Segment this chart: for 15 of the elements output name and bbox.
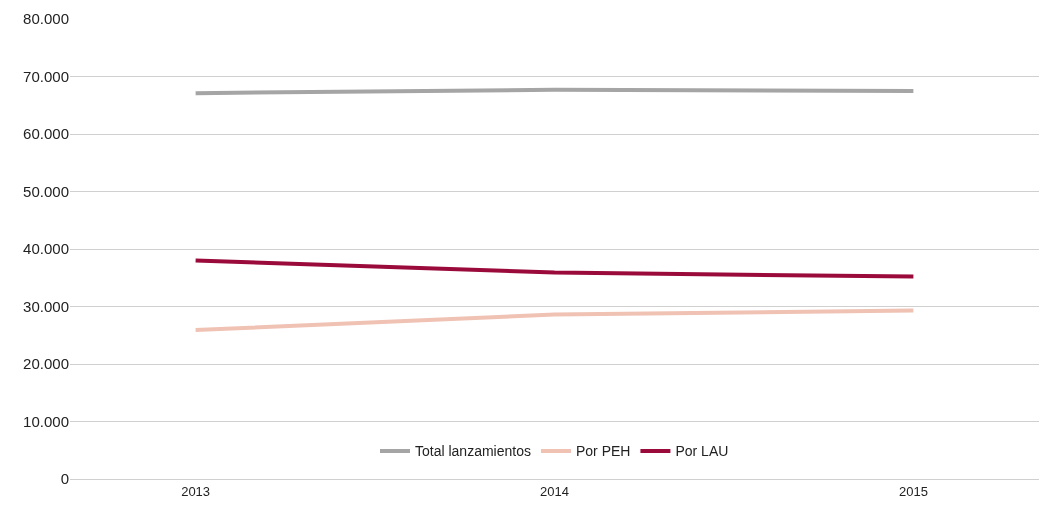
y-tick-label: 70.000 [23,67,69,85]
y-tick-label: 80.000 [23,10,69,28]
y-tick-label: 40.000 [23,240,69,258]
legend-label: Total lanzamientos [415,443,531,460]
x-tick-label: 2013 [181,483,211,499]
y-tick-label: 50.000 [23,182,69,200]
y-tick-label: 0 [60,470,69,488]
y-tick-label: 20.000 [23,355,69,373]
x-tick-label: 2014 [540,483,569,499]
y-tick-label: 30.000 [23,297,69,315]
legend-label: Por LAU [675,443,729,460]
x-tick-label: 2015 [898,483,928,499]
y-tick-label: 60.000 [23,125,69,143]
legend-label: Por PEH [575,443,631,460]
y-tick-label: 10.000 [23,412,69,430]
